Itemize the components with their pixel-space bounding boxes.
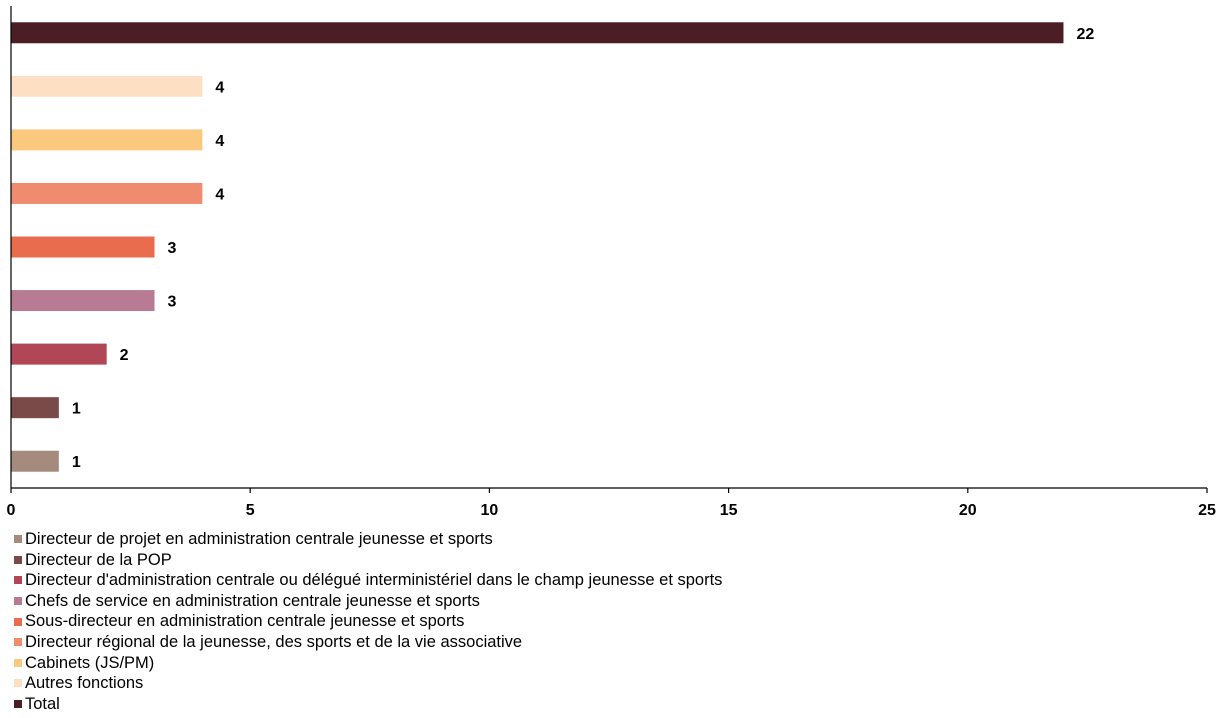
x-tick-label: 0 [7,502,16,519]
legend-label: Directeur d'administration centrale ou d… [25,571,723,590]
value-label: 4 [215,186,224,203]
value-label: 3 [168,240,177,257]
legend-swatch [14,617,22,626]
bar [11,290,155,312]
legend-swatch [14,597,22,606]
legend-swatch [14,679,22,688]
bar [11,129,203,151]
legend-item: Chefs de service en administration centr… [14,591,722,612]
x-tick-label: 15 [720,502,738,519]
x-tick-label: 20 [959,502,977,519]
bars [11,22,1064,472]
value-label: 1 [72,454,81,471]
bar [11,397,59,419]
legend-item: Total [14,694,722,715]
legend-label: Sous-directeur en administration central… [25,612,465,631]
legend-item: Directeur régional de la jeunesse, des s… [14,632,722,653]
legend-label: Directeur de projet en administration ce… [25,530,493,548]
legend-swatch [14,638,22,647]
legend-label: Chefs de service en administration centr… [25,591,480,610]
legend-label: Autres fonctions [25,674,144,693]
bar [11,343,107,365]
legend-swatch [14,700,22,709]
bar [11,236,155,258]
legend-item: Directeur de projet en administration ce… [14,529,722,550]
bar [11,182,203,204]
x-tick-label: 5 [246,502,255,519]
legend-swatch [14,535,22,544]
x-ticks: 0 5 10 15 20 25 [7,488,1216,519]
x-tick-label: 25 [1198,502,1216,519]
legend-item: Cabinets (JS/PM) [14,653,722,674]
value-labels: 1 1 2 3 3 4 4 4 22 [72,26,1095,471]
bar [11,22,1064,44]
value-label: 4 [215,79,224,96]
legend-item: Directeur d'administration centrale ou d… [14,570,722,591]
legend-item: Directeur de la POP [14,550,722,571]
legend-swatch [14,658,22,667]
value-label: 4 [215,133,224,150]
bar [11,450,59,472]
value-label: 3 [168,294,177,311]
value-label: 2 [120,347,129,364]
legend-label: Directeur régional de la jeunesse, des s… [25,632,523,651]
bar [11,75,203,97]
legend-item: Sous-directeur en administration central… [14,611,722,632]
legend-label: Directeur de la POP [25,550,172,569]
value-label: 1 [72,401,81,418]
x-tick-label: 10 [481,502,499,519]
legend-swatch [14,576,22,585]
legend-swatch [14,555,22,564]
legend-label: Cabinets (JS/PM) [25,653,155,672]
legend: Directeur de projet en administration ce… [14,529,722,714]
value-label: 22 [1076,26,1094,43]
legend-item: Autres fonctions [14,673,722,694]
legend-label: Total [25,694,60,713]
